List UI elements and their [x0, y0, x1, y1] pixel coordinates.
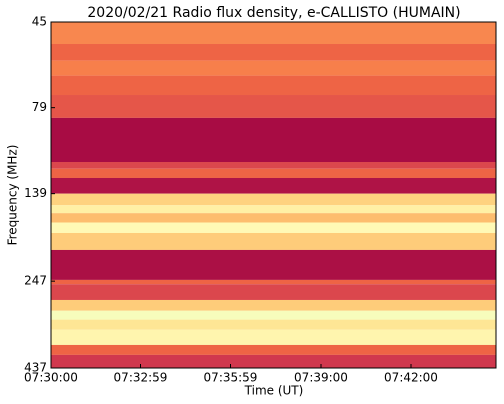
x-axis-label: Time (UT)	[244, 384, 304, 398]
heatmap-cell	[51, 299, 496, 311]
heatmap-cell	[51, 344, 496, 355]
x-tick-label: 07:35:59	[204, 371, 258, 385]
heatmap-cell	[51, 75, 496, 96]
y-tick-label: 79	[32, 100, 47, 114]
heatmap-cell	[51, 284, 496, 300]
chart-title: 2020/02/21 Radio flux density, e-CALLIST…	[87, 5, 460, 21]
heatmap-cell	[51, 162, 496, 169]
heatmap-cell	[51, 249, 496, 280]
y-tick-label: 139	[24, 186, 47, 200]
heatmap-cell	[51, 60, 496, 76]
plot-frame	[50, 21, 497, 369]
heatmap-cell	[51, 310, 496, 320]
x-tick-label: 07:42:00	[384, 371, 438, 385]
x-tick-label: 07:39:00	[294, 371, 348, 385]
y-tick-label: 437	[24, 361, 47, 375]
y-tick-label: 45	[32, 15, 47, 29]
heatmap-cell	[51, 44, 496, 61]
x-tick-label: 07:30:00	[24, 371, 78, 385]
heatmap-cell	[51, 279, 496, 285]
heatmap-cell	[51, 213, 496, 223]
heatmap-cell	[51, 177, 496, 194]
heatmap-cell	[51, 222, 496, 233]
heatmap-cell	[51, 354, 496, 368]
heatmap-cell	[51, 319, 496, 330]
heatmap-cell	[51, 117, 496, 163]
heatmap-cell	[51, 205, 496, 214]
heatmap-cell	[51, 232, 496, 250]
y-axis-label: Frequency (MHz)	[6, 145, 20, 246]
heatmap-cell	[51, 95, 496, 118]
x-tick-label: 07:32:59	[114, 371, 168, 385]
heatmap-cell	[51, 329, 496, 345]
heatmap-cell	[51, 22, 496, 45]
heatmap-cell	[51, 193, 496, 206]
heatmap-cell	[51, 168, 496, 178]
y-tick-label: 247	[24, 274, 47, 288]
